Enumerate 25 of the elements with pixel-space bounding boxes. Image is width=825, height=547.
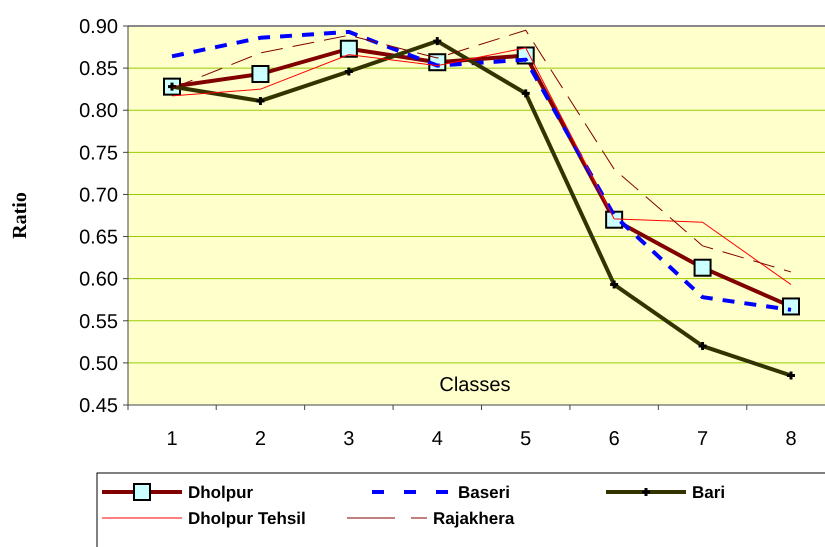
y-tick-label: 0.85 bbox=[79, 58, 118, 80]
x-tick-label: 4 bbox=[432, 428, 443, 450]
legend-label: Rajakhera bbox=[433, 508, 515, 528]
y-tick-label: 0.50 bbox=[79, 352, 118, 375]
x-tick-label: 1 bbox=[166, 428, 178, 450]
y-tick-label: 0.55 bbox=[79, 310, 118, 333]
y-tick-label: 0.70 bbox=[79, 184, 118, 206]
x-tick-label: 8 bbox=[785, 428, 797, 450]
legend-label: Dholpur bbox=[188, 482, 254, 502]
x-tick-label: 7 bbox=[697, 428, 708, 450]
y-tick-label: 0.60 bbox=[79, 268, 118, 291]
x-tick-label: 2 bbox=[254, 428, 266, 450]
y-tick-label: 0.80 bbox=[79, 100, 118, 122]
x-tick-label: 6 bbox=[608, 428, 620, 450]
legend-label: Baseri bbox=[458, 482, 510, 502]
x-axis-title: Classes bbox=[439, 374, 511, 396]
y-tick-label: 0.90 bbox=[79, 16, 118, 38]
y-axis-title: Ratio bbox=[9, 192, 31, 239]
y-tick-label: 0.65 bbox=[79, 226, 118, 249]
y-tick-label: 0.45 bbox=[79, 395, 118, 417]
legend-label: Bari bbox=[692, 482, 726, 502]
legend-label: Dholpur Tehsil bbox=[188, 508, 306, 528]
y-tick-label: 0.75 bbox=[79, 142, 118, 164]
x-tick-label: 5 bbox=[520, 428, 532, 450]
x-tick-label: 3 bbox=[343, 428, 354, 450]
